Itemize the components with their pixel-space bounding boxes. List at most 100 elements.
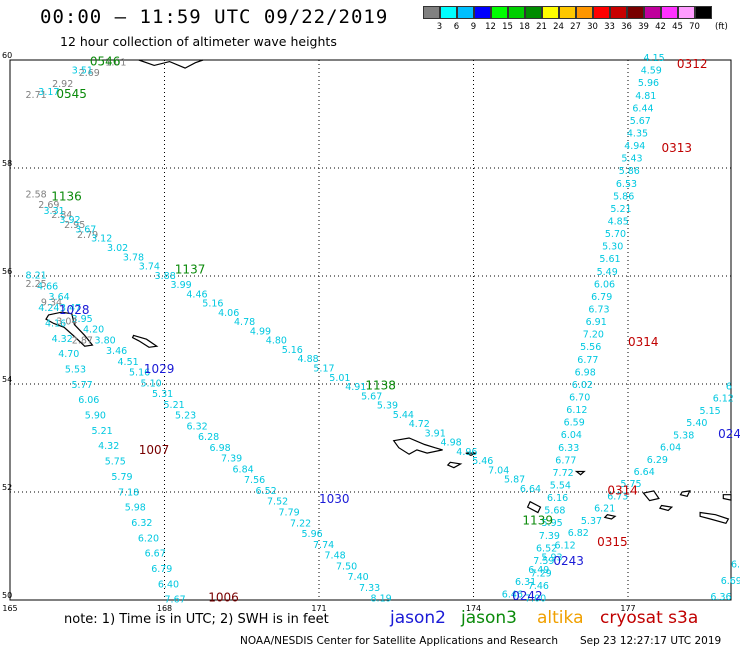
swh-value: 5.67	[361, 391, 382, 402]
pass-time-label: 0314	[607, 484, 638, 498]
pass-time-label: 0314	[628, 335, 659, 349]
swh-value: 6.21	[594, 504, 615, 515]
lon-tick-label: 177	[620, 604, 635, 613]
swh-value: 5.70	[605, 229, 626, 240]
swh-value: 3.88	[155, 271, 176, 282]
swh-value: 6.69	[721, 576, 740, 587]
swh-value: 3.17	[38, 87, 59, 98]
swh-value: 6.32	[187, 421, 208, 432]
swh-value: 6.16	[547, 493, 568, 504]
swh-value: 3.31	[44, 206, 65, 217]
swh-value: 4.72	[409, 419, 430, 430]
legend-swatch	[508, 6, 525, 19]
lat-tick-label: 58	[2, 159, 12, 168]
swh-value: 6.52	[256, 486, 277, 497]
swh-value: 3.04	[56, 317, 77, 328]
swh-value: 6.59	[564, 418, 585, 429]
satellite-cryosat-label: cryosat s3a	[600, 608, 699, 628]
swh-value: 7.52	[267, 497, 288, 508]
swh-value: 5.93	[541, 553, 562, 564]
swh-value: 6.20	[138, 533, 159, 544]
swh-value: 5.49	[597, 267, 618, 278]
swh-value: 5.96	[302, 529, 323, 540]
swh-value: 4.46	[186, 289, 207, 300]
legend-swatch	[559, 6, 576, 19]
swh-value: 7.40	[348, 572, 369, 583]
legend-tick-label: 39	[638, 22, 649, 32]
swh-value: 7.59	[533, 556, 554, 567]
swh-value: 6	[726, 381, 732, 392]
lat-tick-label: 50	[2, 591, 12, 600]
legend-swatch	[525, 6, 542, 19]
swh-value: 6.52	[536, 543, 557, 554]
swh-value: 4.99	[250, 326, 271, 337]
swh-value: 6.49	[528, 565, 549, 576]
swh-value: 6.70	[569, 393, 590, 404]
pass-time-label: 1136	[51, 189, 82, 203]
swh-value: 5.67	[630, 116, 651, 127]
swh-value: 5.75	[620, 479, 641, 490]
coastline-layer	[45, 59, 732, 525]
swh-value: 5.38	[673, 430, 694, 441]
swh-value: 5.15	[700, 406, 721, 417]
swh-value: 3.12	[91, 234, 112, 245]
swh-value: 6.53	[616, 179, 637, 190]
medny-island	[131, 334, 159, 348]
swh-value: 7.00	[525, 594, 546, 605]
swh-value: 6.12	[566, 405, 587, 416]
swh-value: 5.16	[202, 299, 223, 310]
legend-tick-label: 21	[536, 22, 547, 32]
swh-value: 5.40	[686, 418, 707, 429]
swh-value: 3.95	[72, 314, 93, 325]
pass-time-label: 0312	[677, 57, 708, 71]
pass-time-label: 1007	[139, 443, 170, 457]
legend-swatch	[593, 6, 610, 19]
pass-time-label: 0545	[56, 87, 87, 101]
swh-value: 4.91	[345, 382, 366, 393]
pass-time-label: 0546	[90, 54, 121, 68]
swh-value: 6.02	[572, 380, 593, 391]
swh-value: 7.50	[336, 561, 357, 572]
legend-swatch	[423, 6, 440, 19]
map-frame	[9, 59, 732, 601]
swh-value: 6.40	[158, 579, 179, 590]
swh-value: 5.90	[85, 411, 106, 422]
swh-value: 6.36	[710, 592, 731, 603]
swh-value: 7.29	[531, 569, 552, 580]
swh-value: 6.79	[591, 292, 612, 303]
swh-value: 5.75	[105, 457, 126, 468]
pass-time-label: 0242	[512, 589, 543, 603]
swh-value: 7.39	[539, 531, 560, 542]
swh-value: 6.44	[632, 103, 653, 114]
swh-value: 5.21	[610, 204, 631, 215]
swh-value: 5.01	[329, 373, 350, 384]
swh-value: 6.64	[634, 467, 655, 478]
pass-time-label: 0313	[661, 141, 692, 155]
swh-value: 7.74	[313, 540, 334, 551]
swh-value: 4.66	[37, 282, 58, 293]
attu-island	[392, 437, 443, 455]
legend-swatch	[457, 6, 474, 19]
swh-value: 2.95	[64, 220, 85, 231]
pass-time-label: 1139	[522, 513, 553, 527]
swh-value: 7.48	[325, 551, 346, 562]
swh-value: 6.28	[198, 432, 219, 443]
swh-value: 5.21	[92, 426, 113, 437]
satellite-jason3-label: jason3	[461, 608, 517, 628]
swh-value: 3.64	[49, 292, 70, 303]
swh-value: 3.51	[72, 66, 93, 77]
swh-value: 5.54	[550, 481, 571, 492]
swh-value: 7.04	[488, 466, 509, 477]
swh-value: 4.15	[644, 53, 665, 64]
swh-value: 4.24	[38, 303, 59, 314]
units-note: note: 1) Time is in UTC; 2) SWH is in fe…	[64, 612, 329, 627]
legend-tick-label: 30	[587, 22, 598, 32]
credit-line: NOAA/NESDIS Center for Satellite Applica…	[240, 635, 558, 647]
swh-value: 5.21	[164, 400, 185, 411]
swh-value: 6.77	[577, 355, 598, 366]
swh-value: 5.30	[602, 242, 623, 253]
legend-tick-label: 27	[570, 22, 581, 32]
swh-value: 3.78	[123, 252, 144, 263]
legend-swatch	[610, 6, 627, 19]
